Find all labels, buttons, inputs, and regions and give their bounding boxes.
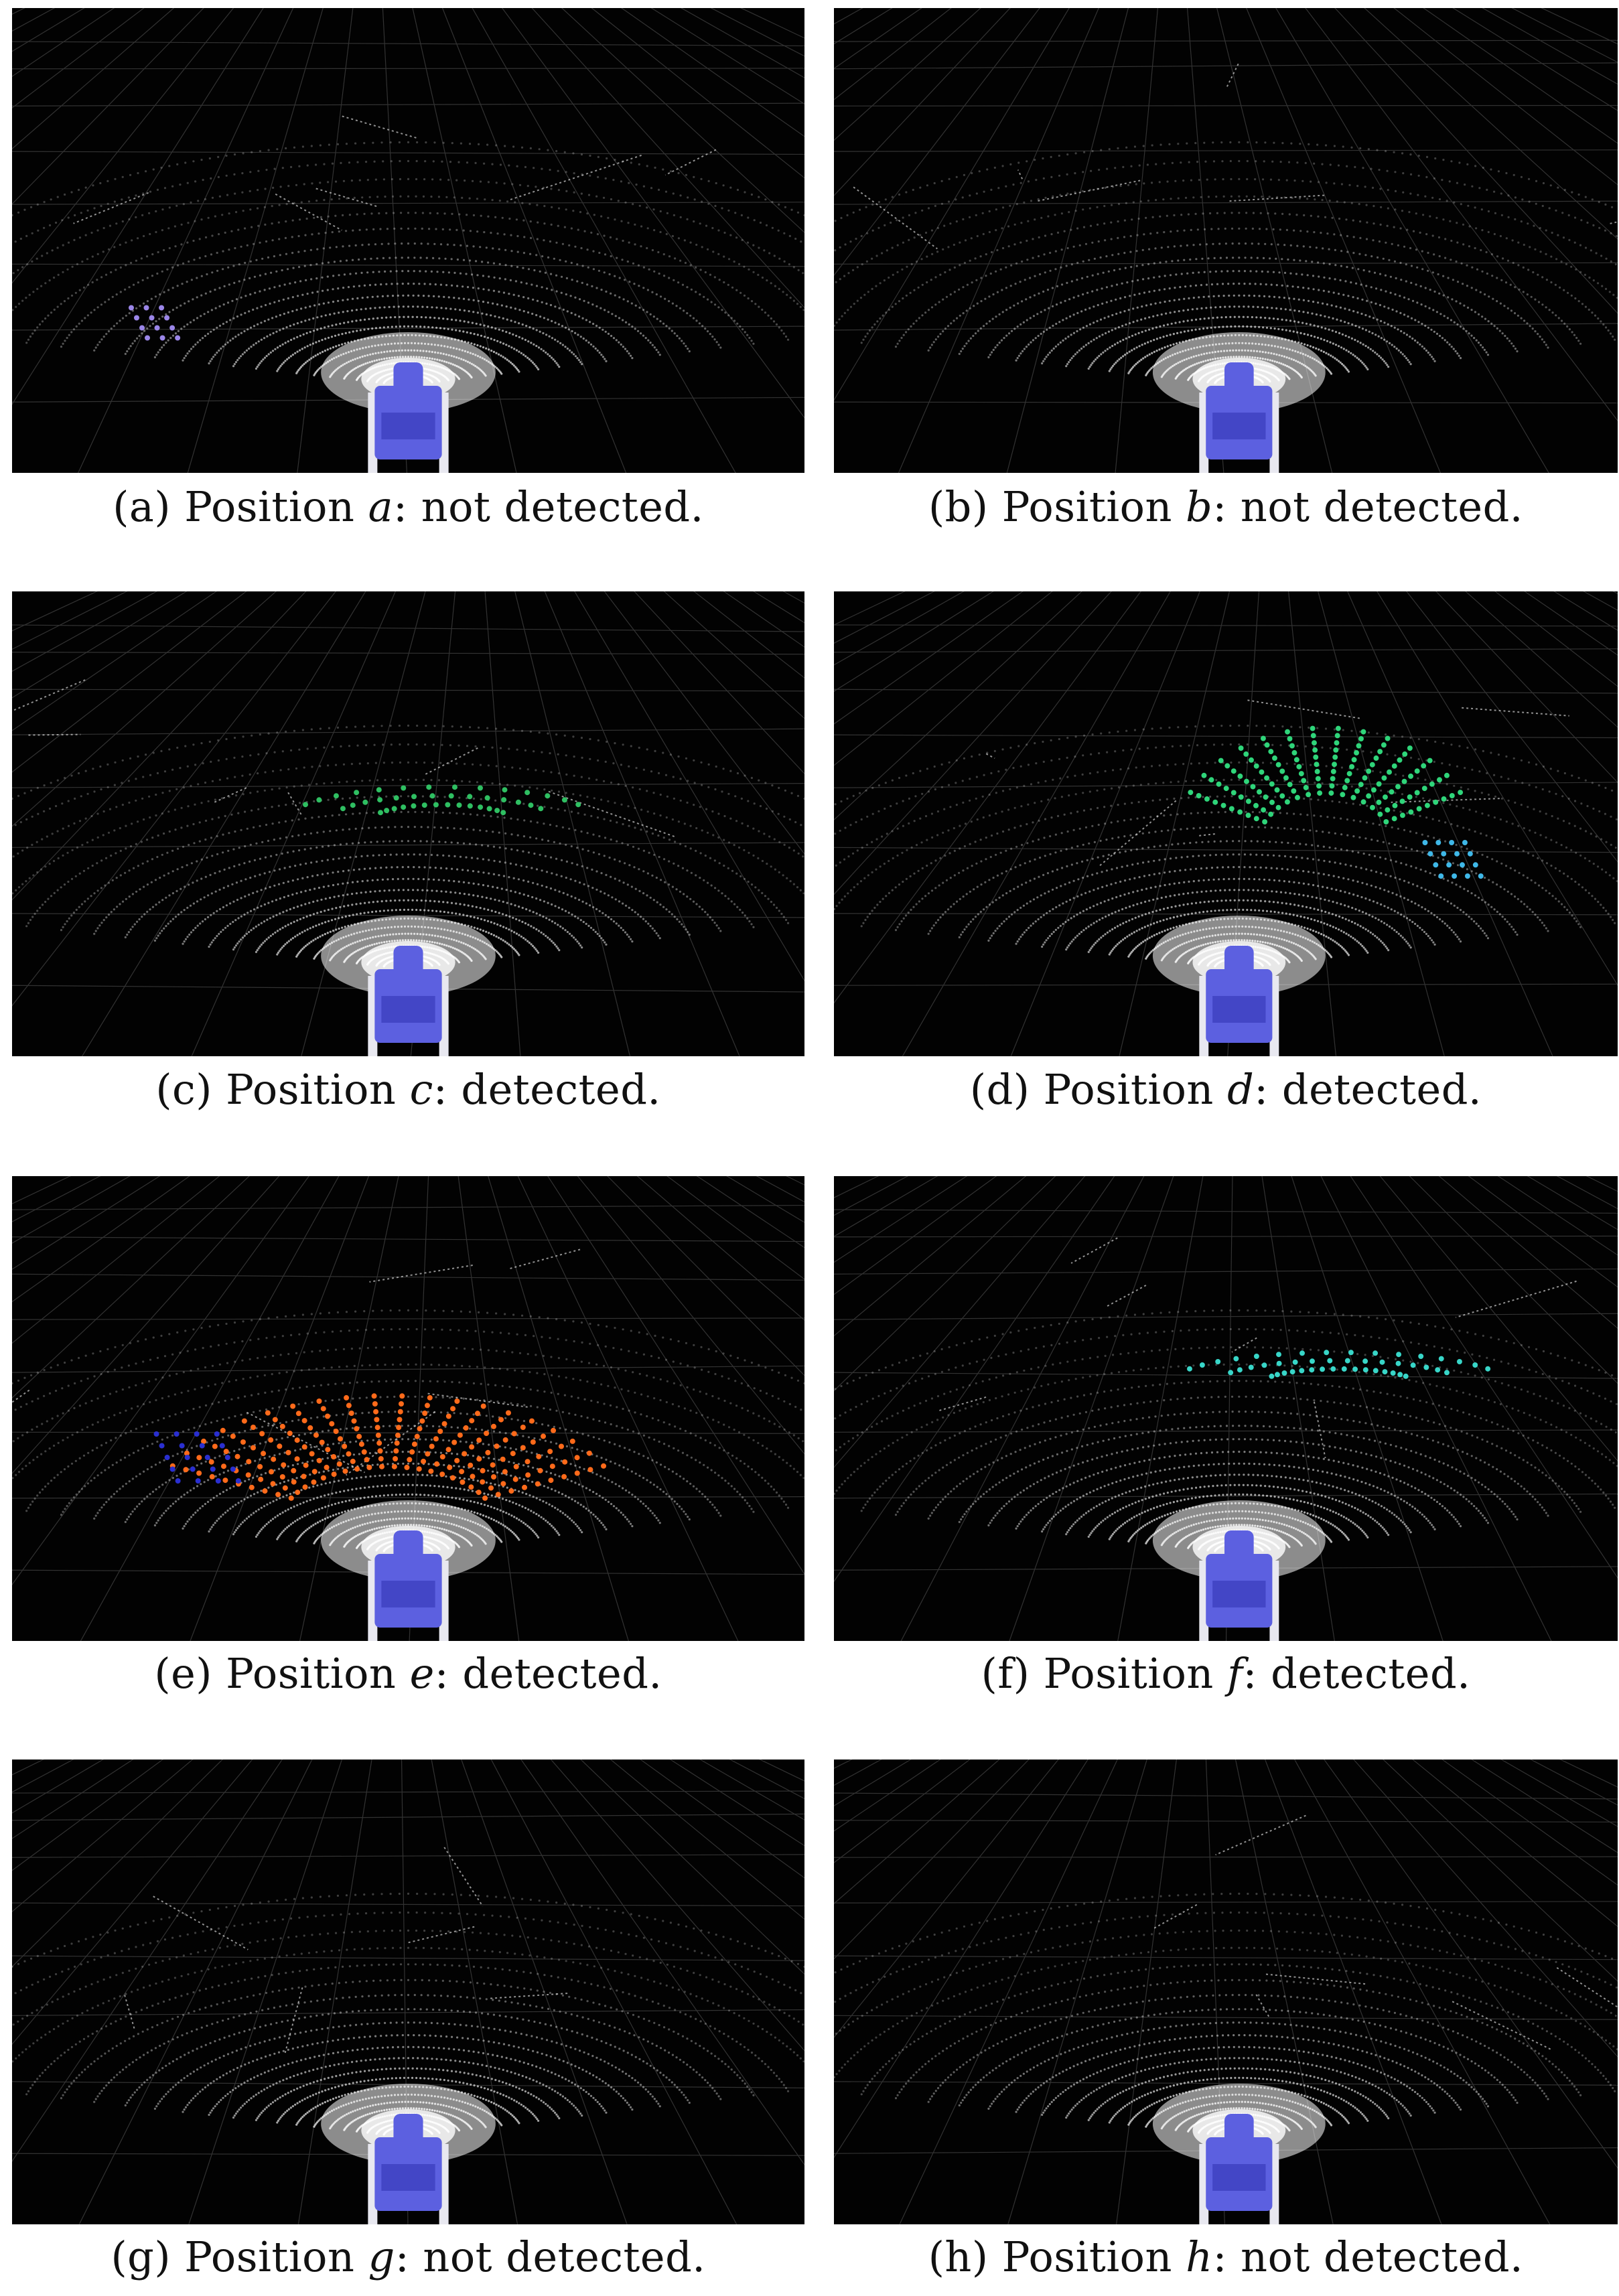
cluster-points xyxy=(1186,1350,1491,1379)
structure-points xyxy=(124,1847,568,2054)
structure-points xyxy=(985,699,1569,867)
panel-b-pointcloud xyxy=(834,8,1618,473)
cluster-points xyxy=(303,784,581,816)
pointcloud-svg xyxy=(834,1176,1618,1641)
pointcloud-svg xyxy=(12,1760,804,2224)
ground-grid xyxy=(12,591,804,1056)
robot-model xyxy=(368,2114,449,2224)
caption-c: (c) Position c: detected. xyxy=(155,1065,661,1114)
robot-model xyxy=(368,362,449,473)
cluster-points xyxy=(153,1431,241,1484)
robot-model xyxy=(1199,1530,1279,1641)
caption-e: (e) Position e: detected. xyxy=(154,1649,662,1698)
structure-points xyxy=(73,115,717,231)
caption-d: (d) Position d: detected. xyxy=(969,1065,1482,1114)
ground-grid xyxy=(834,591,1618,1056)
structure-points xyxy=(1153,1814,1618,2050)
panel-c-pointcloud xyxy=(12,591,804,1056)
caption-h: (h) Position h: not detected. xyxy=(928,2232,1524,2281)
pointcloud-svg xyxy=(834,8,1618,473)
structure-points xyxy=(12,1248,581,1476)
panel-e-pointcloud xyxy=(12,1176,804,1641)
caption-f: (f) Position f: detected. xyxy=(981,1649,1471,1698)
pointcloud-svg xyxy=(12,591,804,1056)
caption-a: (a) Position a: not detected. xyxy=(113,482,704,531)
pointcloud-svg xyxy=(12,8,804,473)
robot-model xyxy=(1199,946,1279,1056)
pointcloud-svg xyxy=(12,1176,804,1641)
cluster-points xyxy=(128,305,181,341)
panel-a-pointcloud xyxy=(12,8,804,473)
panel-h-pointcloud xyxy=(834,1760,1618,2224)
panel-f-pointcloud xyxy=(834,1176,1618,1641)
robot-model xyxy=(368,946,449,1056)
robot-model xyxy=(1199,362,1279,473)
panel-d-pointcloud xyxy=(834,591,1618,1056)
caption-g: (g) Position g: not detected. xyxy=(111,2232,706,2281)
pointcloud-svg xyxy=(834,1760,1618,2224)
robot-model xyxy=(1199,2114,1279,2224)
structure-points xyxy=(12,679,677,839)
cluster-points xyxy=(169,1393,607,1501)
caption-b: (b) Position b: not detected. xyxy=(928,482,1524,531)
cluster-points xyxy=(1422,840,1484,879)
cluster-points xyxy=(1188,725,1464,824)
robot-model xyxy=(368,1530,449,1641)
ground-grid xyxy=(12,1176,804,1641)
structure-points xyxy=(853,63,1618,250)
pointcloud-svg xyxy=(834,591,1618,1056)
structure-points xyxy=(938,1237,1577,1459)
panel-g-pointcloud xyxy=(12,1760,804,2224)
